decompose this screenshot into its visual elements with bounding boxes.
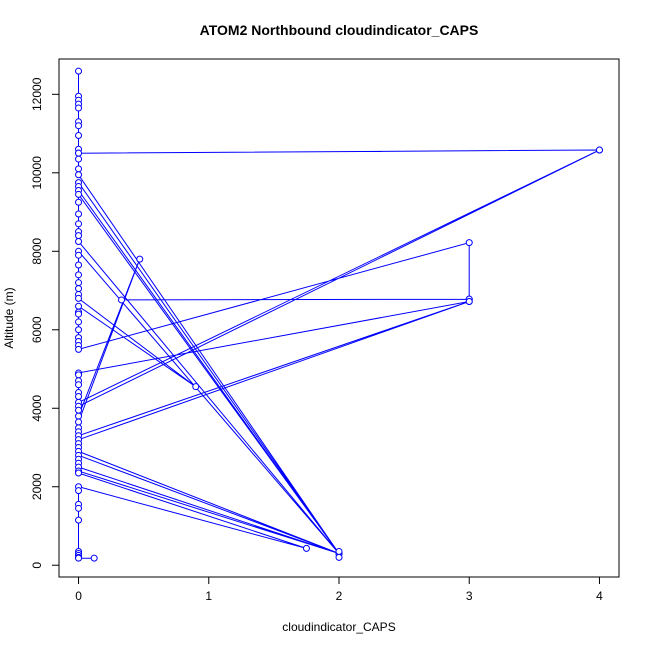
data-point — [75, 232, 83, 240]
data-point — [118, 296, 126, 304]
data-point — [75, 165, 83, 173]
data-point — [75, 67, 83, 75]
data-point — [75, 132, 83, 140]
data-point — [75, 261, 83, 269]
y-axis: 0 2000 4000 6000 8000 10000 12000 — [30, 77, 60, 569]
data-point — [465, 298, 473, 306]
data-point — [75, 504, 83, 512]
data-point — [465, 239, 473, 247]
data-series — [75, 67, 603, 562]
data-point — [75, 371, 83, 379]
data-point — [595, 146, 603, 154]
y-tick-label: 0 — [30, 562, 44, 569]
data-point — [75, 554, 83, 562]
data-point — [75, 392, 83, 400]
data-point — [75, 190, 83, 198]
data-point — [75, 220, 83, 228]
data-point — [75, 155, 83, 163]
x-axis-label: cloudindicator_CAPS — [282, 620, 395, 634]
x-tick-label: 2 — [336, 589, 343, 603]
data-point — [75, 418, 83, 426]
data-point — [335, 553, 343, 561]
data-point — [302, 544, 310, 552]
data-point — [75, 294, 83, 302]
data-point — [75, 104, 83, 112]
data-point — [90, 554, 98, 562]
data-point — [75, 285, 83, 293]
x-tick-label: 4 — [596, 589, 603, 603]
x-tick-label: 1 — [205, 589, 212, 603]
data-point — [75, 149, 83, 157]
data-point — [75, 122, 83, 130]
data-point — [75, 318, 83, 326]
data-point — [75, 310, 83, 318]
data-point — [75, 469, 83, 477]
data-point — [75, 271, 83, 279]
data-point — [75, 381, 83, 389]
y-tick-label: 4000 — [30, 395, 44, 422]
data-point — [75, 251, 83, 259]
y-tick-label: 2000 — [30, 473, 44, 500]
series-line — [78, 71, 600, 559]
data-point — [192, 383, 200, 391]
data-point — [335, 547, 343, 555]
data-point — [75, 302, 83, 310]
x-tick-label: 0 — [75, 589, 82, 603]
data-point — [136, 255, 144, 263]
data-point — [75, 210, 83, 218]
y-tick-label: 10000 — [30, 156, 44, 190]
data-point — [75, 412, 83, 420]
data-point — [75, 326, 83, 334]
data-point — [75, 198, 83, 206]
chart-title: ATOM2 Northbound cloudindicator_CAPS — [200, 22, 479, 38]
data-point — [75, 171, 83, 179]
y-tick-label: 12000 — [30, 77, 44, 111]
data-point — [75, 487, 83, 495]
x-axis: 0 1 2 3 4 — [75, 576, 603, 603]
x-tick-label: 3 — [466, 589, 473, 603]
data-point — [75, 237, 83, 245]
y-tick-label: 6000 — [30, 316, 44, 343]
data-point — [75, 345, 83, 353]
y-axis-label: Altitude (m) — [2, 287, 16, 348]
data-point — [75, 406, 83, 414]
data-point — [75, 516, 83, 524]
data-point — [75, 279, 83, 287]
y-tick-label: 8000 — [30, 238, 44, 265]
